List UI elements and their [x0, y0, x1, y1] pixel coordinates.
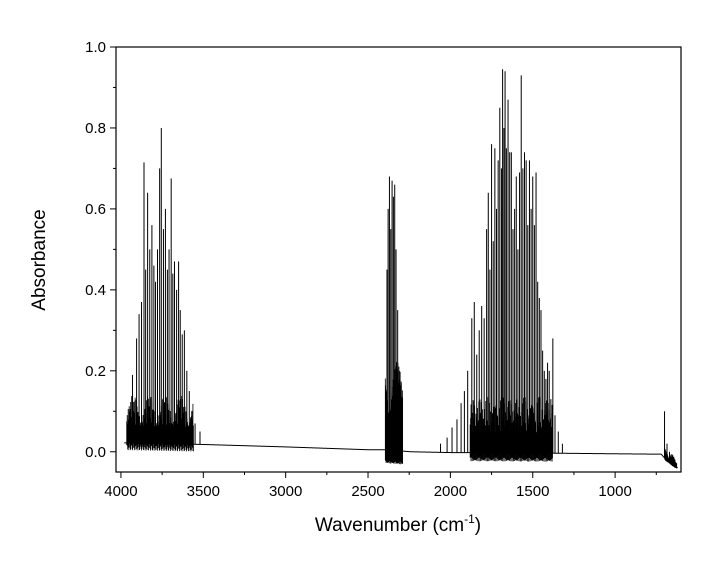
spectrum-series	[124, 69, 678, 469]
x-axis-title-suffix: )	[475, 515, 481, 536]
x-tick-label: 3500	[187, 483, 220, 500]
x-axis-title-main: Wavenumber (cm	[315, 515, 464, 536]
y-axis: 0.0 0.2 0.4 0.6 0.8 1.0	[85, 39, 116, 461]
y-tick-label: 0.0	[85, 444, 106, 461]
y-tick-label: 0.2	[85, 363, 106, 380]
plot-frame	[115, 46, 682, 473]
x-tick-label: 2500	[351, 483, 384, 500]
x-tick-label: 2000	[434, 483, 467, 500]
x-axis-title: Wavenumber (cm-1)	[315, 512, 481, 536]
y-tick-label: 0.4	[85, 282, 106, 299]
x-tick-label: 1000	[598, 483, 631, 500]
y-tick-label: 0.6	[85, 201, 106, 218]
x-tick-label: 3000	[269, 483, 302, 500]
noise-band-low	[664, 448, 678, 469]
x-axis-title-superscript: -1	[464, 512, 475, 526]
y-tick-label: 0.8	[85, 120, 106, 137]
x-tick-label: 4000	[104, 483, 137, 500]
y-tick-label: 1.0	[85, 39, 106, 56]
x-tick-label: 1500	[516, 483, 549, 500]
y-axis-title: Absorbance	[29, 209, 50, 310]
x-axis: 4000 3500 3000 2500 2000 1500 1000	[104, 472, 657, 500]
